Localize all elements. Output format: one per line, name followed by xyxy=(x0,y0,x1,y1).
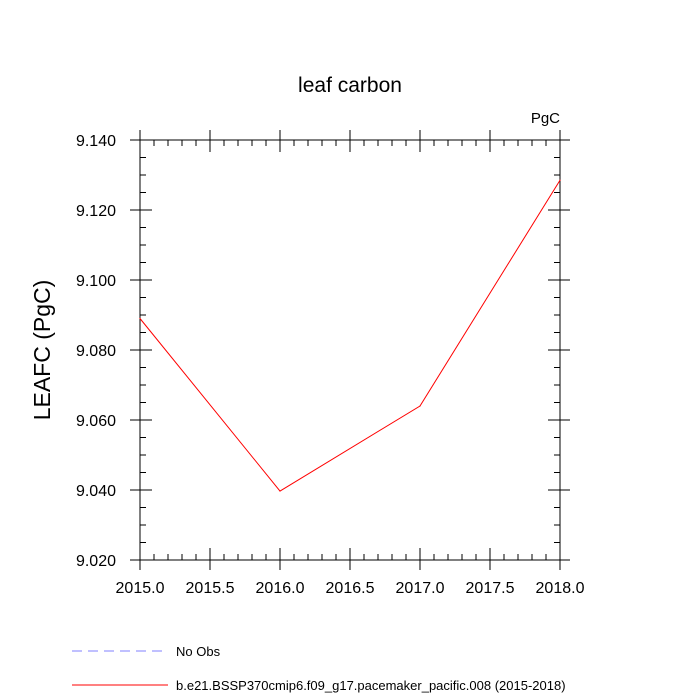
legend-label: No Obs xyxy=(176,644,221,659)
y-tick-label: 9.120 xyxy=(76,203,116,220)
y-tick-label: 9.020 xyxy=(76,553,116,570)
y-tick-label: 9.040 xyxy=(76,483,116,500)
units-label: PgC xyxy=(531,110,560,127)
x-tick-label: 2018.0 xyxy=(536,580,585,597)
y-tick-label: 9.080 xyxy=(76,343,116,360)
chart-title: leaf carbon xyxy=(298,74,402,97)
x-tick-label: 2016.0 xyxy=(256,580,305,597)
series-point xyxy=(139,317,141,320)
axis-ticks xyxy=(130,130,570,570)
series-line xyxy=(139,179,561,492)
x-tick-label: 2017.5 xyxy=(466,580,515,597)
plot-frame xyxy=(139,139,561,561)
y-tick-label: 9.100 xyxy=(76,273,116,290)
series-group xyxy=(139,179,561,492)
x-tick-label: 2015.0 xyxy=(116,580,165,597)
y-tick-label: 9.060 xyxy=(76,413,116,430)
legend: No Obs b.e21.BSSP370cmip6.f09_g17.pacemak… xyxy=(72,644,566,693)
x-tick-label: 2016.5 xyxy=(326,580,375,597)
axis-tick-labels: 2015.0 2015.5 2016.0 2016.5 2017.0 2017.5 2018… xyxy=(76,133,585,597)
series-point xyxy=(419,405,421,407)
legend-label: b.e21.BSSP370cmip6.f09_g17.pacemaker_pac… xyxy=(176,678,566,693)
x-tick-label: 2015.5 xyxy=(186,580,235,597)
y-tick-label: 9.140 xyxy=(76,133,116,150)
y-axis-label: LEAFC (PgC) xyxy=(29,280,55,421)
series-point xyxy=(279,490,281,492)
series-point xyxy=(559,179,561,181)
x-tick-label: 2017.0 xyxy=(396,580,445,597)
